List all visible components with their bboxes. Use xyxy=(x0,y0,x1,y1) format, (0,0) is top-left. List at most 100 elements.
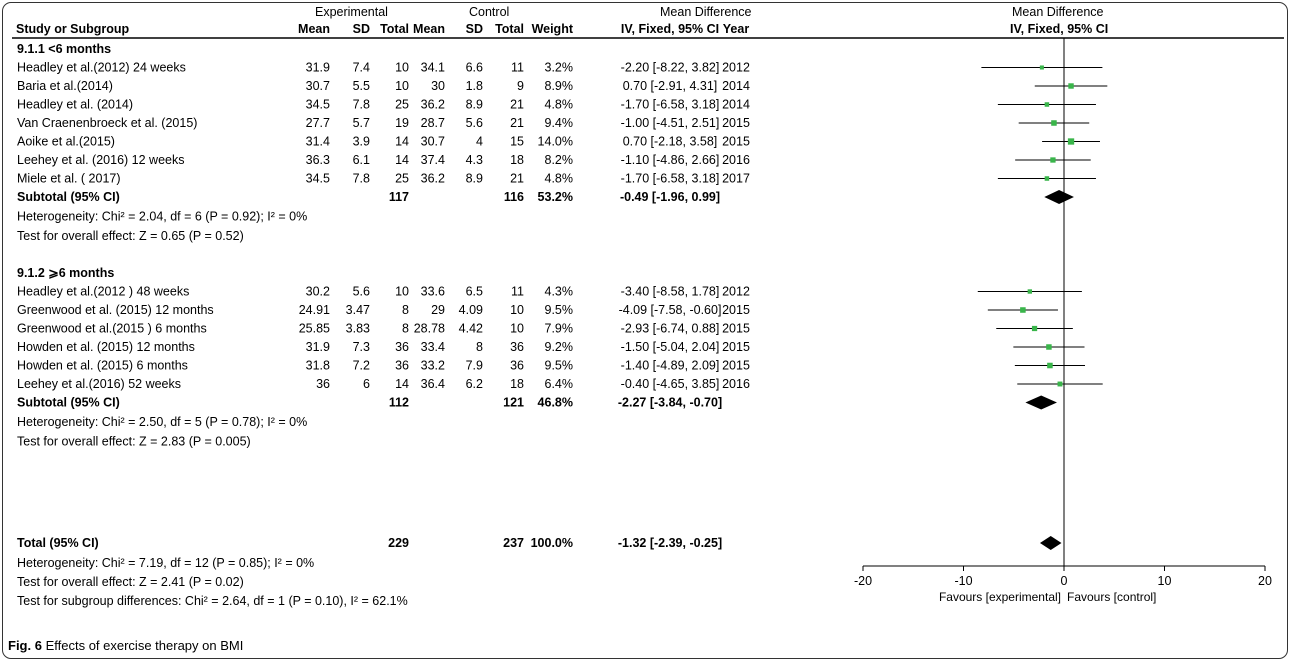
study-ci: 0.70 [-2.18, 3.58] xyxy=(623,135,718,149)
study-exp-sd: 7.8 xyxy=(353,172,370,186)
study-exp-sd: 3.9 xyxy=(353,135,370,149)
figure-caption: Fig. 6 Effects of exercise therapy on BM… xyxy=(8,638,243,653)
header-exp-sd: SD xyxy=(353,22,370,36)
study-weight: 7.9% xyxy=(545,322,574,336)
study-ctrl-mean: 36.2 xyxy=(421,98,445,112)
study-ctrl-mean: 30.7 xyxy=(421,135,445,149)
study-exp-sd: 6 xyxy=(363,377,370,391)
study-exp-total: 8 xyxy=(402,322,409,336)
plot-area: -20 -10 0 10 20 Favours [experimental] Favours… xyxy=(854,38,1272,604)
study-weight: 8.2% xyxy=(545,153,574,167)
study-exp-total: 36 xyxy=(395,340,409,354)
study-ctrl-mean: 29 xyxy=(431,303,445,317)
subtotal-exp-total: 117 xyxy=(389,190,409,204)
study-ctrl-mean: 30 xyxy=(431,79,445,93)
subtotal-ci: -0.49 [-1.96, 0.99] xyxy=(620,190,720,204)
heterogeneity-text: Heterogeneity: Chi² = 2.04, df = 6 (P = … xyxy=(17,210,307,224)
caption-label: Fig. 6 xyxy=(8,638,42,653)
subtotal-diamond xyxy=(1025,395,1057,410)
overall-effect-text: Test for overall effect: Z = 2.83 (P = 0… xyxy=(17,435,251,449)
study-exp-sd: 3.83 xyxy=(346,322,370,336)
caption-text: Effects of exercise therapy on BMI xyxy=(45,638,244,653)
study-exp-sd: 7.3 xyxy=(353,340,370,354)
x-axis-tick-label: 20 xyxy=(1258,574,1272,588)
study-exp-mean: 31.9 xyxy=(306,340,330,354)
study-ctrl-sd: 4.3 xyxy=(466,153,483,167)
x-axis-tick-label: 0 xyxy=(1061,574,1068,588)
subtotal-ctrl-total: 116 xyxy=(504,190,524,204)
subgroup-differences-text: Test for subgroup differences: Chi² = 2.… xyxy=(17,594,408,608)
study-ctrl-total: 21 xyxy=(510,98,524,112)
study-year: 2015 xyxy=(722,303,750,317)
study-year: 2014 xyxy=(722,79,750,93)
study-exp-total: 25 xyxy=(395,172,409,186)
study-ctrl-mean: 37.4 xyxy=(421,153,445,167)
header-year: Year xyxy=(723,22,750,36)
study-ci: -1.00 [-4.51, 2.51] xyxy=(621,116,720,130)
study-year: 2016 xyxy=(722,377,750,391)
study-year: 2017 xyxy=(722,172,750,186)
study-ctrl-mean: 33.2 xyxy=(421,359,445,373)
point-estimate xyxy=(1050,157,1056,163)
subtotal-exp-total: 112 xyxy=(389,396,409,410)
study-ci: -0.40 [-4.65, 3.85] xyxy=(621,377,720,391)
point-estimate xyxy=(1057,381,1063,387)
point-estimate xyxy=(1046,344,1052,350)
study-exp-mean: 34.5 xyxy=(306,172,330,186)
study-name: Leehey et al.(2016) 52 weeks xyxy=(17,377,181,391)
study-name: Howden et al. (2015) 12 months xyxy=(17,340,195,354)
study-weight: 9.4% xyxy=(545,116,574,130)
study-exp-total: 10 xyxy=(395,61,409,75)
study-ctrl-sd: 4.09 xyxy=(459,303,483,317)
table-rows: 9.1.1 <6 months Headley et al.(2012) 24 w… xyxy=(17,42,750,608)
study-exp-sd: 7.2 xyxy=(353,359,370,373)
header-exp-total: Total xyxy=(380,22,409,36)
study-ci: -2.93 [-6.74, 0.88] xyxy=(621,322,720,336)
study-ctrl-sd: 1.8 xyxy=(466,79,483,93)
study-ci: -1.70 [-6.58, 3.18] xyxy=(621,98,720,112)
study-ctrl-total: 36 xyxy=(510,340,524,354)
header-group-control: Control xyxy=(469,5,509,19)
point-estimate xyxy=(1068,83,1074,89)
subtotal-diamond xyxy=(1044,190,1074,204)
study-exp-sd: 7.8 xyxy=(353,98,370,112)
study-ctrl-total: 21 xyxy=(510,116,524,130)
study-exp-mean: 25.85 xyxy=(299,322,330,336)
study-exp-mean: 31.8 xyxy=(306,359,330,373)
study-ctrl-sd: 8.9 xyxy=(466,172,483,186)
study-name: Howden et al. (2015) 6 months xyxy=(17,359,188,373)
total-exp-total: 229 xyxy=(388,536,409,550)
study-ctrl-total: 18 xyxy=(510,153,524,167)
overall-effect-text: Test for overall effect: Z = 0.65 (P = 0… xyxy=(17,229,244,243)
point-estimate xyxy=(1039,65,1044,70)
subtotal-ctrl-total: 121 xyxy=(503,396,524,410)
point-estimate xyxy=(1044,176,1050,181)
forest-plot: Experimental Control Mean Difference Mea… xyxy=(12,5,1284,608)
study-ctrl-mean: 28.78 xyxy=(414,322,445,336)
study-ctrl-total: 10 xyxy=(510,303,524,317)
subtotal-weight: 53.2% xyxy=(538,190,573,204)
study-ctrl-sd: 6.2 xyxy=(466,377,483,391)
subtotal-label: Subtotal (95% CI) xyxy=(17,190,120,204)
study-exp-total: 10 xyxy=(395,285,409,299)
study-ctrl-total: 15 xyxy=(510,135,524,149)
study-exp-total: 14 xyxy=(395,153,409,167)
study-exp-total: 25 xyxy=(395,98,409,112)
study-year: 2015 xyxy=(722,340,750,354)
study-name: Van Craenenbroeck et al. (2015) xyxy=(17,116,197,130)
study-year: 2016 xyxy=(722,153,750,167)
study-ctrl-sd: 5.6 xyxy=(466,116,483,130)
point-estimate xyxy=(1044,102,1050,107)
study-exp-sd: 3.47 xyxy=(346,303,370,317)
study-year: 2012 xyxy=(722,285,750,299)
study-ctrl-sd: 4.42 xyxy=(459,322,483,336)
study-ctrl-total: 36 xyxy=(510,359,524,373)
study-ctrl-sd: 6.5 xyxy=(466,285,483,299)
study-weight: 14.0% xyxy=(538,135,573,149)
header-exp-mean: Mean xyxy=(298,22,330,36)
study-ctrl-sd: 7.9 xyxy=(466,359,483,373)
header-group-md-right: Mean Difference xyxy=(1012,5,1104,19)
study-ci: -1.10 [-4.86, 2.66] xyxy=(621,153,720,167)
study-year: 2015 xyxy=(722,359,750,373)
study-exp-mean: 24.91 xyxy=(299,303,330,317)
